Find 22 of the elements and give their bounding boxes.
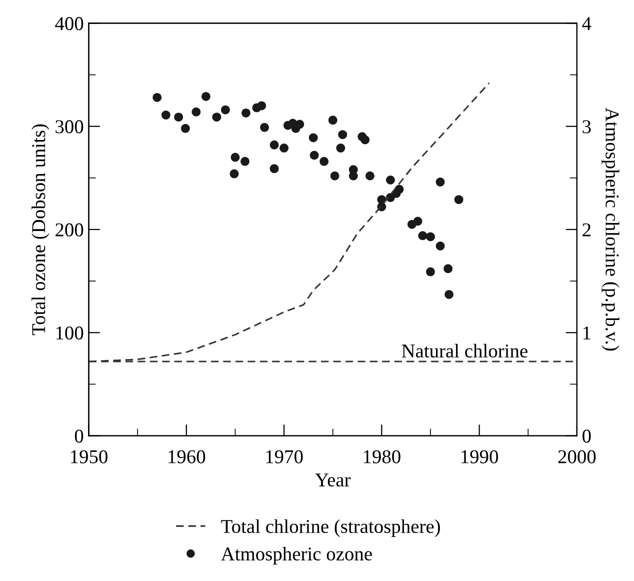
x-tick-label: 2000: [558, 450, 596, 464]
y-tick-label: 0: [74, 430, 84, 443]
y2-tick-label: 0: [582, 430, 591, 443]
x-tick-label: 1980: [364, 450, 400, 464]
x-tick-label: 1970: [266, 450, 303, 464]
x-tick-label: 1960: [168, 450, 206, 464]
ref-line-label: Natural chlorine: [402, 344, 528, 358]
x-tick-label: 1990: [462, 450, 498, 464]
y-tick-label: 200: [56, 223, 84, 236]
y2-tick-label: 2: [582, 223, 590, 236]
y-axis-title: Total ozone (Dobson units): [32, 124, 50, 336]
y2-axis-title: Atmospheric chlorine (p.p.b.v.): [602, 108, 620, 351]
x-axis-title: Year: [315, 474, 351, 487]
x-tick-label: 1950: [71, 450, 108, 464]
legend-label: Atmospheric ozone: [220, 546, 372, 564]
y-tick-label: 300: [56, 120, 84, 134]
legend-label: Total chlorine (stratosphere): [221, 519, 440, 538]
y2-tick-label: 3: [582, 120, 591, 134]
y-tick-label: 100: [56, 326, 84, 340]
y2-tick-label: 1: [584, 326, 590, 340]
y2-tick-label: 4: [582, 17, 592, 30]
y-tick-label: 400: [55, 17, 84, 30]
